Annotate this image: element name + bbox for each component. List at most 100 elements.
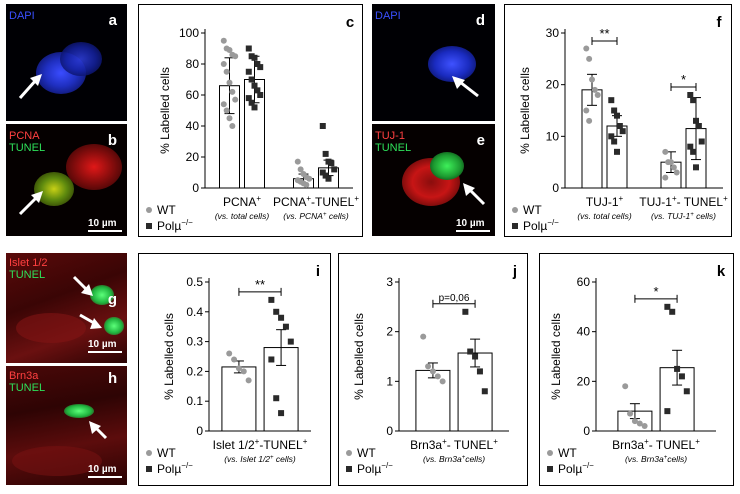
stain-label: TUNEL [9, 142, 46, 154]
legend-label-pol: Polµ−/− [558, 461, 594, 476]
data-point-wt [434, 373, 441, 380]
data-point-pol [254, 61, 261, 67]
data-point-pol [331, 166, 338, 173]
category-label-part: TUJ-1 [639, 195, 672, 209]
legend-label-wt: WT [558, 446, 577, 460]
data-point-wt [226, 47, 233, 54]
y-tick-label: 0.5 [186, 275, 203, 289]
data-point-wt [226, 79, 233, 86]
panel-letter: j [512, 263, 517, 280]
y-tick-label: 0 [583, 424, 590, 438]
y-tick-label: 0.4 [186, 305, 203, 319]
stain-label: TUNEL [375, 142, 412, 154]
data-point-wt [232, 53, 239, 60]
legend-label-wt: WT [357, 446, 376, 460]
data-point-pol [287, 338, 294, 345]
data-point-wt [429, 368, 436, 375]
data-point-pol [273, 395, 280, 402]
data-point-pol [611, 138, 618, 145]
data-point-pol [325, 175, 332, 182]
category-label-part: + [255, 437, 260, 446]
category-sublabel-part: + [323, 212, 327, 218]
y-tick-label: 80 [186, 57, 200, 71]
category-label-part: - TUNEL [447, 438, 494, 452]
legend-label-pol-sup: −/− [381, 461, 393, 470]
category-sublabel-part: + [664, 455, 668, 461]
stain-label: PCNA [9, 130, 40, 142]
data-point-wt [226, 115, 233, 122]
data-point-pol [319, 169, 326, 176]
data-point-pol [273, 308, 280, 315]
category-label: Islet 1/2+-TUNEL+ [213, 437, 308, 452]
data-point-wt [420, 333, 427, 340]
data-point-wt [220, 101, 227, 108]
data-point-wt [641, 423, 648, 430]
cell-blob [66, 144, 122, 190]
data-point-pol [687, 143, 694, 150]
data-point-wt [662, 148, 669, 155]
category-label: Brn3a+- TUNEL+ [612, 437, 700, 452]
category-sublabel-part: + [462, 455, 466, 461]
data-point-pol [614, 148, 620, 155]
data-point-pol [695, 123, 702, 129]
data-point-wt [586, 55, 593, 62]
legend-marker-wt [146, 450, 152, 456]
y-axis-label: % Labelled cells [518, 67, 532, 154]
data-point-pol [278, 314, 285, 321]
data-point-pol [278, 410, 285, 417]
data-point-wt [235, 365, 242, 372]
nucleus-blob [60, 42, 102, 76]
significance-label: p=0,06 [439, 293, 470, 304]
scale-bar-label: 10 µm [88, 464, 117, 475]
legend-label-wt: WT [157, 446, 176, 460]
scale-bar-label: 10 µm [88, 339, 117, 350]
data-point-pol [467, 348, 474, 355]
category-label: PCNA+ [223, 194, 261, 209]
category-label-part: Islet 1/2 [213, 438, 255, 452]
data-point-pol [683, 388, 690, 395]
data-point-pol [322, 150, 329, 157]
legend-marker-pol [512, 223, 518, 229]
data-point-wt [668, 159, 674, 166]
data-point-pol [481, 388, 488, 395]
significance-label: * [681, 72, 686, 87]
data-point-pol [611, 107, 618, 114]
legend-marker-pol [547, 466, 553, 472]
scale-bar: 10 µm [88, 339, 122, 353]
chart-panel-f: f 0 10 20 30% Labelled cells ** TUJ-1+ (vs. tot… [504, 4, 732, 237]
data-point-wt [631, 418, 638, 425]
category-sublabel-part: cells) [326, 211, 348, 221]
data-point-pol [254, 87, 261, 94]
category-sublabel-part: cells) [465, 454, 485, 464]
y-tick-label: 40 [186, 119, 200, 133]
data-point-wt [297, 166, 304, 173]
legend-label-pol-sup: −/− [547, 218, 559, 227]
y-tick-label: 0.2 [186, 364, 203, 378]
data-point-pol [678, 373, 685, 380]
arrow-icon [72, 275, 102, 329]
panel-letter: k [717, 263, 726, 280]
stain-label: TUNEL [9, 382, 46, 394]
stain-label: TUNEL [9, 269, 46, 281]
data-point-pol [462, 308, 469, 315]
y-tick-label: 30 [546, 26, 560, 40]
data-point-pol [608, 97, 615, 104]
cell-blob [430, 152, 464, 180]
data-point-pol [282, 323, 289, 330]
data-point-pol [664, 408, 671, 415]
category-sublabel-part: (vs. TUJ-1 [651, 211, 690, 221]
category-label-part: Brn3a [612, 438, 644, 452]
category-label-part: + [644, 437, 649, 446]
data-point-pol [248, 99, 255, 106]
data-point-pol [674, 365, 681, 372]
tunel-spot [104, 317, 124, 335]
legend-label-pol: Polµ−/− [157, 461, 193, 476]
data-point-pol [690, 97, 697, 104]
data-point-pol [608, 133, 615, 140]
chart-panel-j: j 0 1 2 3% Labelled cells p=0,06 Brn3a+- TUNEL… [338, 253, 528, 486]
data-point-wt [636, 420, 643, 427]
data-point-pol [619, 128, 626, 135]
scale-bar: 10 µm [88, 218, 122, 232]
data-point-pol [251, 82, 258, 89]
category-label-part: - TUNEL [677, 195, 724, 209]
